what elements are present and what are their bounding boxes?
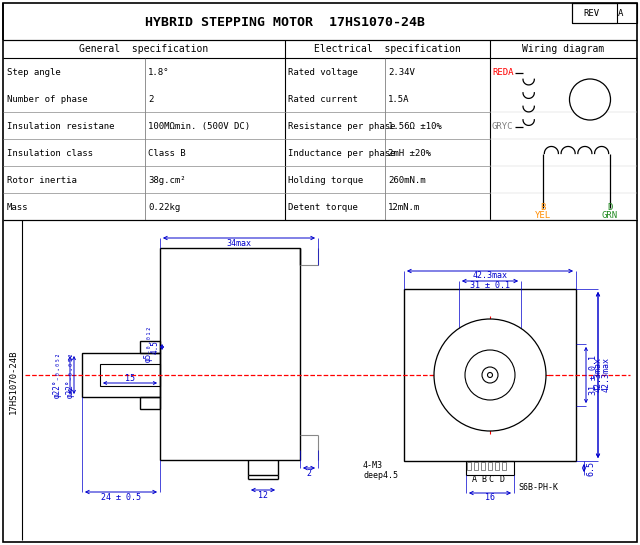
Text: S6B-PH-K: S6B-PH-K [518, 482, 558, 492]
Text: Rotor inertia: Rotor inertia [7, 176, 77, 185]
Text: 100MΩmin. (500V DC): 100MΩmin. (500V DC) [148, 122, 250, 131]
Bar [495, 462, 499, 470]
Text: 34max: 34max [227, 239, 252, 247]
Bar [481, 462, 485, 470]
Text: 2: 2 [307, 469, 312, 477]
Text: 12: 12 [258, 490, 268, 500]
Text: 31 ± 0.1: 31 ± 0.1 [470, 282, 510, 290]
Text: 2: 2 [148, 95, 154, 104]
Text: φ5₋₀.₀₁₂: φ5₋₀.₀₁₂ [143, 324, 152, 361]
Text: 2.34V: 2.34V [388, 68, 415, 77]
Text: 24 ± 0.5: 24 ± 0.5 [101, 493, 141, 501]
Text: 42.3max: 42.3max [602, 358, 611, 392]
Bar [140, 397, 160, 409]
Text: deep4.5: deep4.5 [363, 470, 398, 480]
Text: 15: 15 [125, 374, 135, 383]
Text: 4-M3: 4-M3 [363, 462, 383, 470]
Bar [100, 364, 160, 386]
Circle shape [482, 367, 498, 383]
Text: D: D [607, 203, 612, 213]
Text: 42.3max: 42.3max [593, 358, 602, 392]
Text: Resistance per phase: Resistance per phase [288, 122, 396, 131]
Text: Insulation resistane: Insulation resistane [7, 122, 115, 131]
Text: 2mH ±20%: 2mH ±20% [388, 149, 431, 158]
Circle shape [488, 372, 493, 378]
Text: 42.3max: 42.3max [472, 271, 508, 281]
Text: Holding torque: Holding torque [288, 176, 364, 185]
Text: YEL: YEL [535, 211, 551, 221]
Bar [474, 462, 478, 470]
Text: C: C [488, 475, 493, 485]
Text: GRN: GRN [602, 211, 618, 221]
Text: 17HS1070-24B: 17HS1070-24B [8, 350, 17, 414]
Text: Wiring diagram: Wiring diagram [522, 44, 604, 54]
Text: B: B [540, 203, 546, 213]
Text: 1.8°: 1.8° [148, 68, 170, 77]
Bar [82, 353, 160, 397]
Text: 12mN.m: 12mN.m [388, 203, 420, 212]
Text: 6.5: 6.5 [587, 461, 596, 475]
Bar [488, 462, 492, 470]
Circle shape [456, 341, 463, 347]
Bar [572, 3, 637, 23]
Text: Mass: Mass [7, 203, 29, 212]
Text: 4.5: 4.5 [150, 340, 159, 354]
Text: Detent torque: Detent torque [288, 203, 358, 212]
Text: Inductance per phase: Inductance per phase [288, 149, 396, 158]
Text: φ22°₋₀.₀₅₂: φ22°₋₀.₀₅₂ [65, 352, 74, 398]
Text: φ22°₋₀.₀₅₂: φ22°₋₀.₀₅₂ [52, 352, 61, 398]
Bar [466, 461, 514, 475]
Bar [502, 462, 506, 470]
Bar [404, 289, 576, 461]
Text: D: D [499, 475, 504, 485]
Bar [140, 341, 160, 353]
Bar [572, 3, 617, 23]
Text: Class B: Class B [148, 149, 186, 158]
Text: 31 ± 0.1: 31 ± 0.1 [589, 355, 598, 395]
Text: A: A [618, 9, 624, 19]
Text: 1.5A: 1.5A [388, 95, 410, 104]
Text: B: B [482, 475, 487, 485]
Text: Rated voltage: Rated voltage [288, 68, 358, 77]
Text: 1.56Ω ±10%: 1.56Ω ±10% [388, 122, 442, 131]
Text: Insulation class: Insulation class [7, 149, 93, 158]
Circle shape [434, 319, 546, 431]
Text: General  specification: General specification [79, 44, 209, 54]
Text: HYBRID STEPPING MOTOR  17HS1070-24B: HYBRID STEPPING MOTOR 17HS1070-24B [145, 16, 425, 29]
Text: 16: 16 [485, 494, 495, 502]
Circle shape [465, 350, 515, 400]
Text: A: A [472, 475, 477, 485]
Text: Electrical  specification: Electrical specification [314, 44, 460, 54]
Text: REV: REV [583, 9, 599, 19]
Circle shape [518, 341, 525, 347]
Text: Rated current: Rated current [288, 95, 358, 104]
Text: 0.22kg: 0.22kg [148, 203, 180, 212]
Text: 38g.cm²: 38g.cm² [148, 176, 186, 185]
Text: Step angle: Step angle [7, 68, 61, 77]
Bar [467, 462, 472, 470]
Text: Number of phase: Number of phase [7, 95, 88, 104]
Text: 260mN.m: 260mN.m [388, 176, 426, 185]
Circle shape [456, 403, 463, 410]
Text: REDA: REDA [492, 68, 513, 77]
Bar [160, 248, 300, 460]
Circle shape [518, 403, 525, 410]
Circle shape [570, 79, 611, 120]
Text: GRYC: GRYC [492, 122, 513, 131]
